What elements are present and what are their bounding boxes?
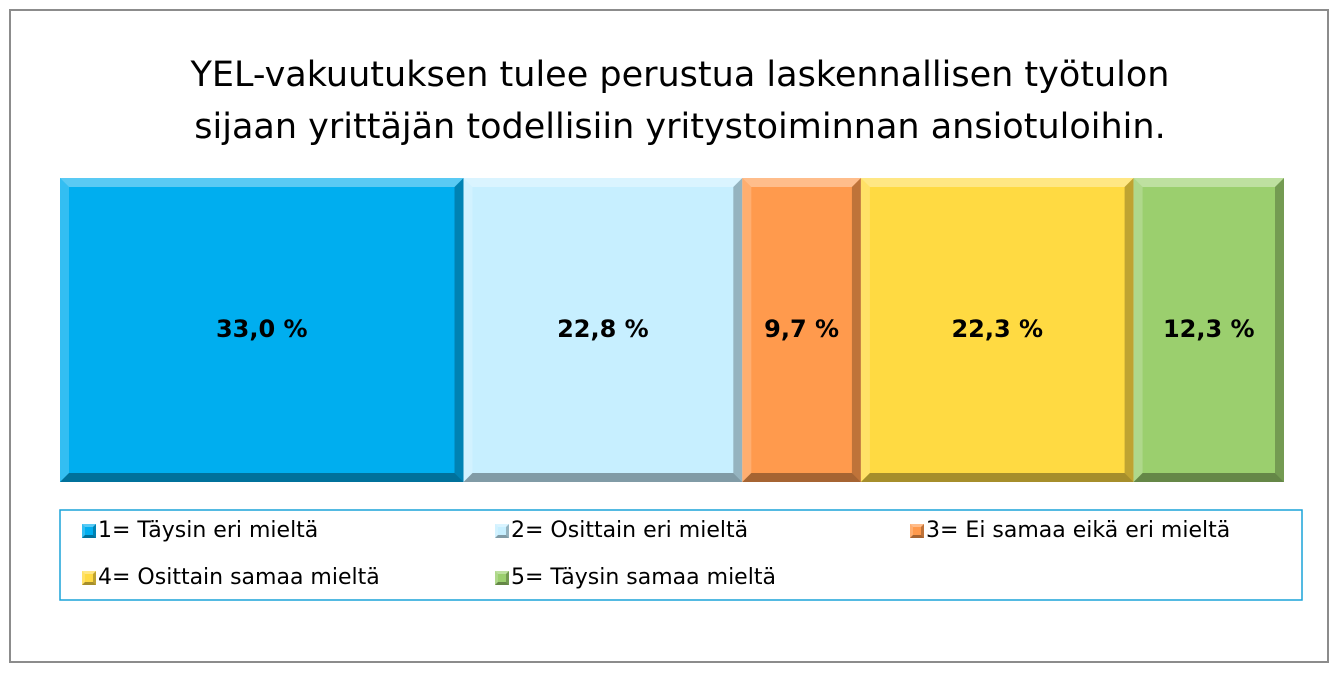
data-label: 33,0 % (216, 315, 308, 343)
bevel (860, 178, 1134, 187)
bevel (860, 178, 870, 482)
data-label: 9,7 % (764, 315, 839, 343)
bar-segment (742, 178, 861, 482)
bevel (463, 178, 473, 482)
bevel (921, 524, 924, 538)
bevel (495, 524, 509, 527)
bevel (742, 473, 861, 482)
legend-label: 2= Osittain eri mieltä (511, 518, 748, 543)
bevel (1133, 178, 1143, 482)
bevel (82, 582, 96, 585)
bevel (860, 473, 1134, 482)
bevel (1133, 178, 1284, 187)
bar-segment (60, 178, 464, 482)
bevel (910, 524, 913, 538)
bevel (495, 582, 509, 585)
data-label: 22,3 % (951, 315, 1043, 343)
data-label: 22,8 % (557, 315, 649, 343)
bevel (60, 473, 464, 482)
bevel (1124, 178, 1134, 482)
bevel (733, 178, 743, 482)
bevel (742, 178, 752, 482)
legend-marker (82, 524, 96, 538)
data-label: 12,3 % (1163, 315, 1255, 343)
bevel (60, 178, 464, 187)
legend-marker (910, 524, 924, 538)
bevel (60, 178, 69, 482)
chart-title: YEL-vakuutuksen tulee perustua laskennal… (190, 55, 1170, 95)
legend-label: 4= Osittain samaa mieltä (98, 565, 380, 590)
bevel (506, 571, 509, 585)
legend-frame (59, 509, 1303, 601)
bar-segment (463, 178, 743, 482)
bevel (742, 178, 861, 187)
legend-marker (495, 571, 509, 585)
bevel (82, 524, 96, 527)
bevel (851, 178, 861, 482)
legend-marker (495, 524, 509, 538)
bevel (463, 178, 743, 187)
chart-title: sijaan yrittäjän todellisiin yritystoimi… (194, 107, 1165, 147)
bevel (93, 571, 96, 585)
bevel (454, 178, 464, 482)
bar-segment (860, 178, 1134, 482)
bevel (495, 571, 498, 585)
bevel (463, 473, 743, 482)
legend-marker (82, 571, 96, 585)
legend-label: 5= Täysin samaa mieltä (511, 565, 776, 590)
bevel (495, 524, 498, 538)
bevel (495, 535, 509, 538)
bevel (1275, 178, 1284, 482)
bevel (506, 524, 509, 538)
bevel (495, 571, 509, 574)
bevel (82, 571, 85, 585)
legend-label: 3= Ei samaa eikä eri mieltä (926, 518, 1230, 543)
bevel (910, 524, 924, 527)
bevel (910, 535, 924, 538)
bar-segment (1133, 178, 1284, 482)
bevel (1133, 473, 1284, 482)
bevel (82, 535, 96, 538)
bevel (82, 571, 96, 574)
bevel (82, 524, 85, 538)
legend-label: 1= Täysin eri mieltä (98, 518, 318, 543)
bevel (93, 524, 96, 538)
